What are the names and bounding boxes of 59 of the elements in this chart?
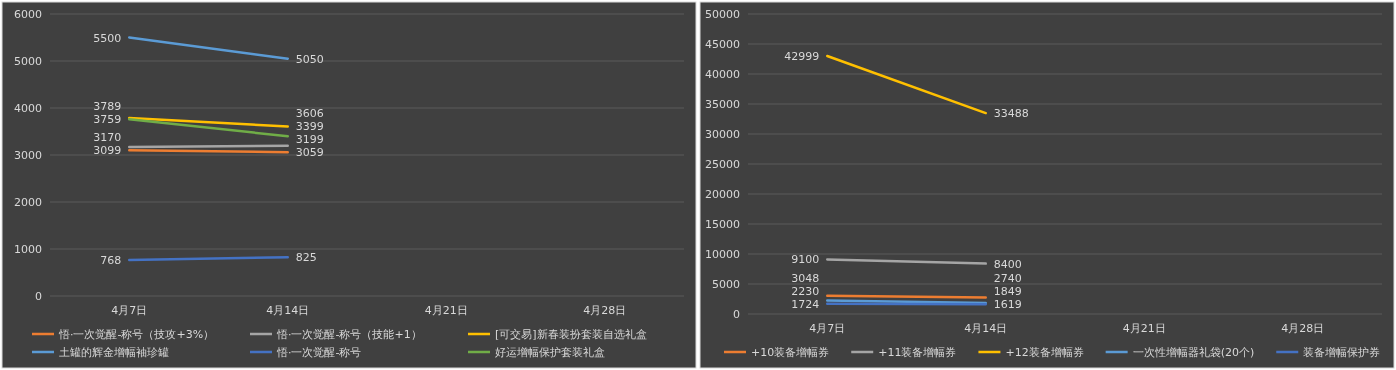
data-label: 5500 bbox=[93, 31, 122, 45]
y-tick-label: 35000 bbox=[705, 98, 740, 111]
y-tick-label: 2000 bbox=[14, 196, 42, 209]
data-label: 2230 bbox=[791, 284, 820, 298]
data-label: 3606 bbox=[295, 107, 324, 121]
y-tick-label: 5000 bbox=[712, 278, 740, 291]
data-label: 1619 bbox=[993, 298, 1022, 312]
data-label: 3199 bbox=[295, 133, 324, 147]
data-label: 8400 bbox=[993, 257, 1022, 271]
legend-label: 悟·一次觉醒-称号（技攻+3%） bbox=[58, 328, 215, 341]
x-tick-label: 4月21日 bbox=[1122, 322, 1166, 335]
y-tick-label: 5000 bbox=[14, 55, 42, 68]
data-label: 1849 bbox=[993, 285, 1022, 299]
y-tick-label: 1000 bbox=[14, 243, 42, 256]
y-tick-label: 20000 bbox=[705, 188, 740, 201]
legend-label: 一次性增幅器礼袋(20个) bbox=[1132, 346, 1255, 359]
data-label: 3759 bbox=[93, 113, 122, 127]
legend-label: 装备增幅保护券 bbox=[1303, 346, 1381, 359]
data-label: 825 bbox=[295, 251, 317, 265]
legend-label: [可交易]新春装扮套装自选礼盒 bbox=[495, 328, 647, 341]
data-label: 33488 bbox=[993, 107, 1029, 121]
data-label: 3789 bbox=[93, 100, 122, 114]
y-tick-label: 40000 bbox=[705, 68, 740, 81]
x-tick-label: 4月7日 bbox=[809, 322, 846, 335]
legend-label: 悟·一次觉醒-称号 bbox=[276, 346, 362, 359]
data-label: 3099 bbox=[93, 144, 122, 158]
legend-label: 好运增幅保护套装礼盒 bbox=[495, 346, 605, 359]
legend-label: 悟·一次觉醒-称号（技能+1） bbox=[276, 328, 422, 341]
y-tick-label: 6000 bbox=[14, 8, 42, 21]
x-tick-label: 4月14日 bbox=[964, 322, 1008, 335]
data-label: 5050 bbox=[295, 52, 324, 66]
legend-label: 土罐的辉金增幅袖珍罐 bbox=[59, 346, 169, 359]
legend-label: +12装备增幅券 bbox=[1005, 346, 1084, 359]
x-tick-label: 4月28日 bbox=[1281, 322, 1325, 335]
data-label: 3399 bbox=[295, 120, 324, 134]
y-tick-label: 0 bbox=[35, 290, 42, 303]
data-label: 3059 bbox=[295, 146, 324, 160]
y-tick-label: 0 bbox=[733, 308, 740, 321]
x-tick-label: 4月14日 bbox=[266, 304, 310, 317]
y-tick-label: 10000 bbox=[705, 248, 740, 261]
y-tick-label: 45000 bbox=[705, 38, 740, 51]
y-tick-label: 50000 bbox=[705, 8, 740, 21]
legend-label: +10装备增幅券 bbox=[751, 346, 830, 359]
data-label: 3048 bbox=[791, 271, 820, 285]
data-label: 9100 bbox=[791, 253, 820, 267]
data-label: 2740 bbox=[993, 272, 1022, 286]
y-tick-label: 25000 bbox=[705, 158, 740, 171]
y-tick-label: 15000 bbox=[705, 218, 740, 231]
data-label: 768 bbox=[100, 253, 122, 267]
data-label: 42999 bbox=[784, 50, 820, 64]
x-tick-label: 4月7日 bbox=[111, 304, 148, 317]
x-tick-label: 4月21日 bbox=[424, 304, 468, 317]
data-label: 1724 bbox=[791, 297, 820, 311]
y-tick-label: 3000 bbox=[14, 149, 42, 162]
y-tick-label: 4000 bbox=[14, 102, 42, 115]
y-tick-label: 30000 bbox=[705, 128, 740, 141]
x-tick-label: 4月28日 bbox=[583, 304, 627, 317]
data-label: 3170 bbox=[93, 131, 122, 145]
legend-label: +11装备增幅券 bbox=[878, 346, 957, 359]
